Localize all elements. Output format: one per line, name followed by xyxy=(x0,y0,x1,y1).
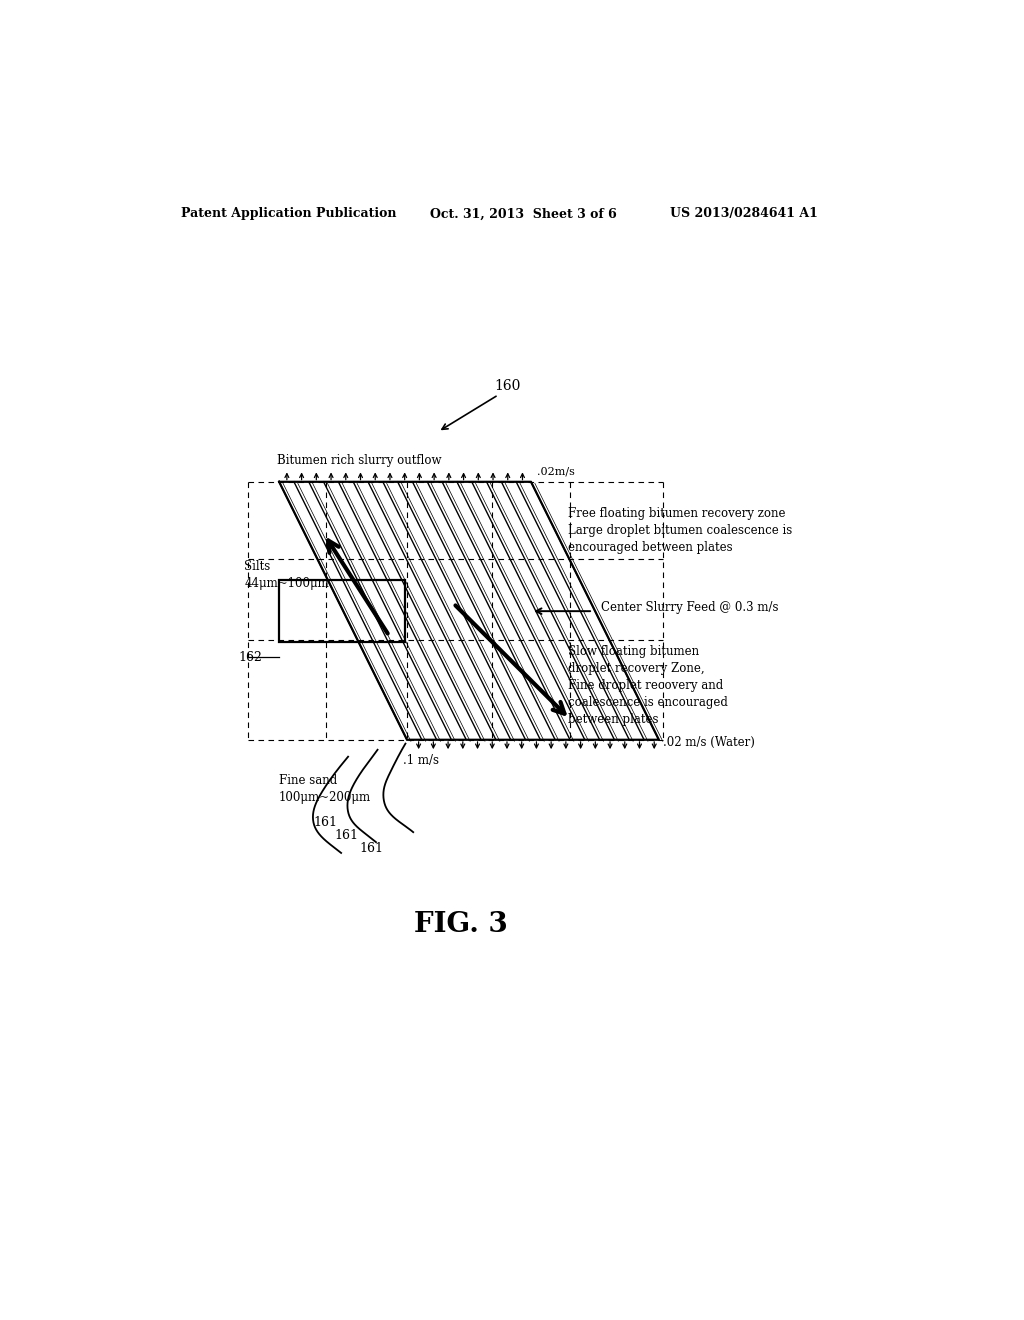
Text: FIG. 3: FIG. 3 xyxy=(415,911,508,939)
Text: .02m/s: .02m/s xyxy=(538,467,575,477)
Text: Fine sand
100μm~200μm: Fine sand 100μm~200μm xyxy=(280,775,372,804)
Text: Oct. 31, 2013  Sheet 3 of 6: Oct. 31, 2013 Sheet 3 of 6 xyxy=(430,207,617,220)
Text: 162: 162 xyxy=(238,651,262,664)
Text: Center Slurry Feed @ 0.3 m/s: Center Slurry Feed @ 0.3 m/s xyxy=(601,601,778,614)
Text: 160: 160 xyxy=(495,379,521,392)
Text: Patent Application Publication: Patent Application Publication xyxy=(180,207,396,220)
Text: Free floating bitumen recovery zone
Large droplet bitumen coalescence is
encoura: Free floating bitumen recovery zone Larg… xyxy=(568,507,793,554)
Text: .02 m/s (Water): .02 m/s (Water) xyxy=(663,735,755,748)
Text: Silts
44μm~100μm: Silts 44μm~100μm xyxy=(245,561,329,590)
Bar xyxy=(280,581,404,642)
Text: 161: 161 xyxy=(359,842,383,855)
Text: 161: 161 xyxy=(313,816,337,829)
Text: US 2013/0284641 A1: US 2013/0284641 A1 xyxy=(671,207,818,220)
Text: 161: 161 xyxy=(334,829,358,842)
Text: .1 m/s: .1 m/s xyxy=(403,754,439,767)
Text: Bitumen rich slurry outflow: Bitumen rich slurry outflow xyxy=(276,454,441,467)
Text: Slow floating bitumen
droplet recovery Zone,
Fine droplet recovery and
coalescen: Slow floating bitumen droplet recovery Z… xyxy=(568,645,728,726)
